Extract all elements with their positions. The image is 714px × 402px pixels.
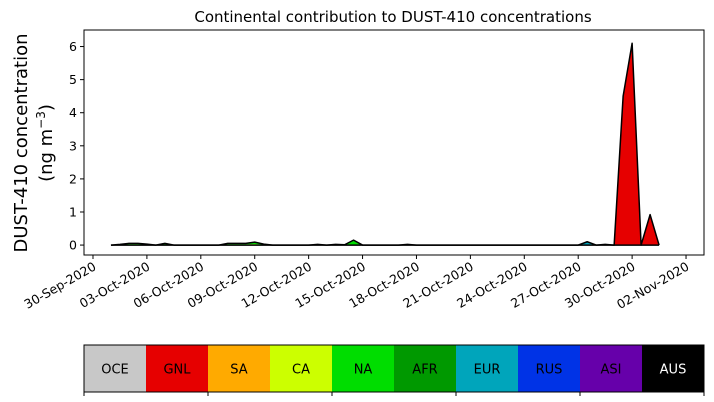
area-series-gnl [110,43,660,246]
y-tick-label: 2 [69,171,77,186]
legend-swatch-ca [270,345,332,392]
legend-label-gnl: GNL [163,363,191,378]
y-axis-units-close: ) [36,104,57,111]
legend-label-oce: OCE [101,363,129,378]
legend-swatch-afr [394,345,456,392]
legend-label-na: NA [354,363,373,378]
area-series-na [110,43,660,246]
y-axis-units-base: (ng m [36,129,57,182]
plot-frame [83,29,705,256]
legend-label-afr: AFR [412,363,437,378]
plot-area [110,42,660,246]
legend: OCE GNL SA CA NA AFR EUR RUS ASI AUS [83,344,705,396]
y-tick-label: 5 [69,72,77,87]
legend-swatch-aus [642,345,704,392]
y-tick-label: 4 [69,105,77,120]
x-axis: 30-Sep-202003-Oct-202006-Oct-202009-Oct-… [21,255,692,312]
y-axis-units-exponent: −3 [34,111,48,129]
legend-swatch-gnl [146,345,208,392]
y-axis-label-units: (ng m−3) [34,104,57,182]
legend-swatch-na [332,345,394,392]
area-series-rus [110,43,660,246]
area-series-ca [110,43,660,246]
legend-label-rus: RUS [536,363,563,378]
y-axis: 0 1 2 3 4 5 6 [69,39,84,253]
y-tick-label: 6 [69,39,77,54]
legend-label-eur: EUR [474,363,501,378]
legend-label-ca: CA [292,363,310,378]
y-tick-label: 1 [69,204,77,219]
y-axis-label: DUST-410 concentration [11,33,32,252]
legend-swatch-oce [84,345,146,392]
legend-swatch-rus [518,345,580,392]
legend-frame [83,344,705,393]
y-tick-label: 0 [69,238,77,253]
chart-title: Continental contribution to DUST-410 con… [194,8,591,26]
legend-label-sa: SA [230,363,247,378]
y-axis-label-line1: DUST-410 concentration [11,33,32,252]
legend-swatch-asi [580,345,642,392]
y-tick-label: 3 [69,138,77,153]
legend-swatch-eur [456,345,518,392]
area-series-eur [110,43,660,246]
legend-swatch-sa [208,345,270,392]
legend-label-aus: AUS [660,363,687,378]
legend-label-asi: ASI [601,363,622,378]
total-outline [110,42,660,246]
